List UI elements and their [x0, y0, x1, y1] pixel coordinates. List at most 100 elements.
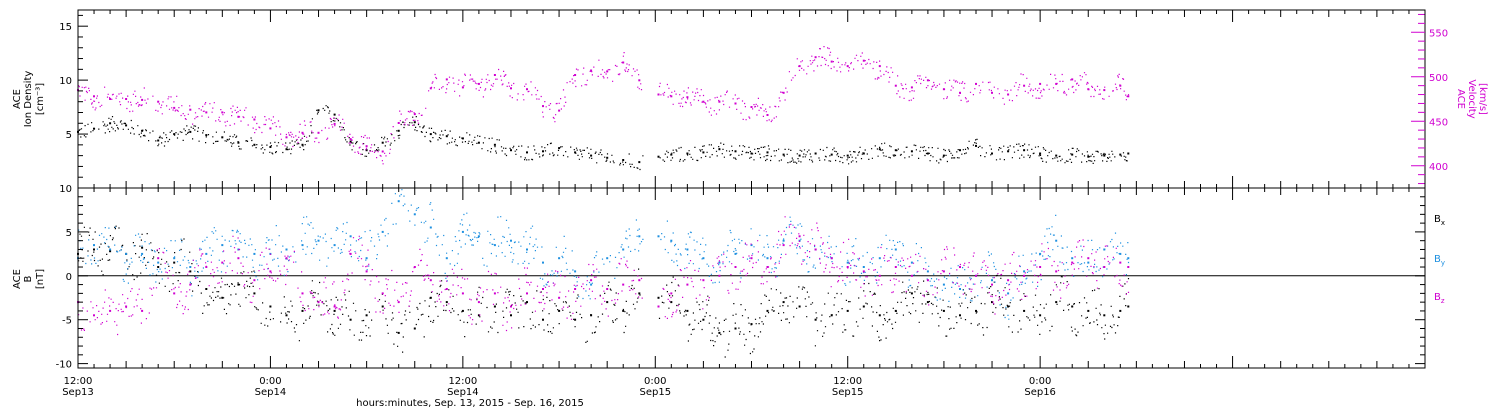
data-point — [686, 309, 689, 312]
data-point — [718, 261, 721, 264]
data-point — [846, 266, 849, 268]
data-point — [975, 82, 977, 85]
data-point — [1127, 95, 1130, 98]
data-point — [1071, 261, 1074, 264]
data-point — [301, 244, 304, 247]
data-point — [734, 150, 737, 153]
data-point — [814, 318, 817, 321]
data-point — [718, 331, 721, 334]
data-point — [477, 314, 480, 317]
data-point — [381, 230, 384, 233]
data-point — [657, 296, 660, 299]
data-point — [109, 250, 112, 253]
data-point — [798, 235, 801, 238]
data-point — [93, 314, 95, 317]
data-point — [766, 309, 769, 312]
data-point — [365, 149, 368, 152]
time-tick-label: 0:00 — [259, 376, 281, 387]
data-point — [477, 235, 480, 238]
data-point — [285, 248, 288, 251]
data-point — [125, 252, 128, 255]
data-point — [975, 274, 977, 277]
data-point — [205, 111, 208, 114]
data-point — [1055, 82, 1058, 85]
data-point — [878, 274, 881, 277]
data-point — [429, 226, 432, 229]
data-point — [991, 279, 993, 282]
data-point — [157, 266, 160, 268]
density-axis-label-source: ACE — [12, 89, 23, 109]
data-point — [333, 113, 336, 116]
data-point — [189, 270, 192, 273]
velocity-tick-label: 400 — [1429, 162, 1448, 173]
data-point — [894, 84, 897, 87]
day-tick-label: Sep13 — [62, 387, 94, 398]
data-point — [109, 248, 112, 251]
data-point — [1119, 309, 1122, 312]
data-point — [846, 154, 849, 157]
data-point — [991, 152, 993, 155]
data-point — [397, 331, 400, 334]
data-point — [461, 86, 464, 89]
data-point — [606, 288, 609, 290]
data-point — [959, 266, 961, 268]
data-point — [510, 314, 512, 317]
time-tick-label: 0:00 — [1029, 376, 1051, 387]
data-point — [926, 301, 929, 304]
data-point — [590, 69, 593, 72]
data-point — [1071, 257, 1074, 260]
data-point — [926, 279, 929, 282]
data-point — [830, 153, 833, 156]
data-point — [782, 301, 785, 304]
data-point — [301, 292, 304, 295]
data-point — [189, 108, 192, 111]
data-point — [991, 91, 993, 94]
data-point — [1023, 149, 1026, 152]
data-point — [397, 301, 400, 304]
data-point — [1071, 305, 1074, 308]
data-point — [349, 318, 352, 321]
field-axis-label-quantity: B — [23, 275, 34, 282]
data-point — [173, 133, 176, 136]
data-point — [542, 288, 544, 290]
data-point — [622, 283, 625, 286]
data-point — [349, 140, 352, 143]
data-point — [445, 257, 448, 260]
data-point — [141, 252, 144, 255]
data-point — [510, 87, 512, 90]
data-point — [221, 244, 224, 247]
data-point — [558, 109, 561, 112]
data-point — [397, 200, 400, 203]
data-point — [606, 156, 609, 159]
data-point — [205, 288, 208, 290]
data-point — [125, 305, 128, 308]
data-point — [846, 65, 849, 68]
data-point — [542, 261, 544, 264]
data-point — [942, 154, 945, 157]
data-point — [782, 244, 785, 247]
data-point — [670, 239, 673, 242]
data-point — [638, 235, 641, 238]
day-tick-label: Sep15 — [639, 387, 671, 398]
plasma-data-points — [77, 46, 1130, 171]
magnetic-field-panel: 10 5 0 -5 -10 ACE B [nT] Bx By Bz — [12, 184, 1445, 371]
data-point — [493, 244, 496, 247]
data-point — [894, 149, 897, 152]
data-point — [189, 283, 192, 286]
data-point — [1023, 84, 1026, 87]
data-point — [1119, 84, 1122, 87]
data-point — [910, 292, 913, 295]
data-point — [1039, 152, 1042, 155]
data-point — [670, 301, 673, 304]
field-tick-label: 5 — [66, 228, 72, 239]
time-axis-title: hours:minutes, Sep. 13, 2015 - Sep. 16, … — [356, 398, 584, 409]
data-point — [558, 257, 561, 260]
data-point — [1127, 152, 1130, 155]
data-point — [1087, 261, 1090, 264]
data-point — [173, 106, 176, 109]
data-point — [558, 147, 561, 150]
data-point — [542, 318, 544, 321]
series-by — [77, 189, 1130, 320]
data-point — [157, 261, 160, 264]
data-point — [317, 301, 320, 304]
